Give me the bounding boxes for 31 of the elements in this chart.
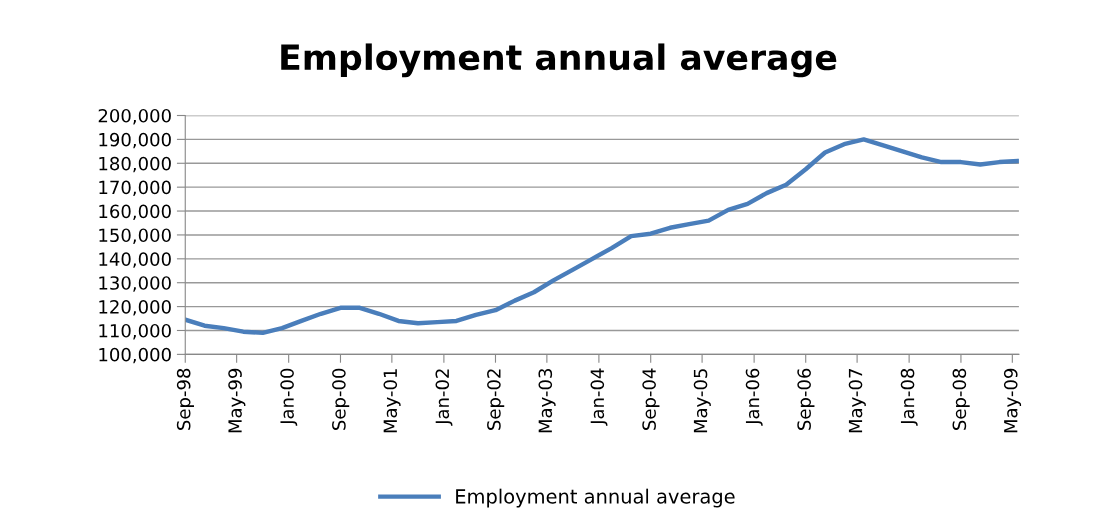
- y-tick-label: 180,000: [99, 156, 171, 173]
- y-tick-label: 120,000: [99, 300, 171, 316]
- x-tick-label: Jan-04: [590, 368, 608, 426]
- y-tick-label: 100,000: [99, 347, 171, 364]
- x-tick-label: Jan-00: [280, 368, 298, 426]
- x-tick-label: Sep-04: [642, 368, 660, 430]
- y-tick-label: 130,000: [99, 276, 171, 292]
- x-tick-label: Sep-06: [797, 368, 815, 430]
- chart-title: Employment annual average: [281, 43, 837, 78]
- x-tick-label: Jan-02: [435, 369, 453, 426]
- x-tick-label: May-03: [538, 369, 556, 433]
- legend-label: Employment annual average: [456, 488, 735, 508]
- x-tick-label: Sep-08: [952, 368, 970, 430]
- x-tick-label: Sep-02: [487, 369, 505, 430]
- x-tick-label: May-01: [383, 369, 401, 433]
- x-tick-label: Sep-00: [332, 368, 350, 430]
- x-tick-label: Jan-06: [745, 368, 763, 426]
- line-series: [185, 137, 1019, 336]
- x-tick-label: May-09: [1003, 368, 1022, 433]
- x-tick-label: Jan-08: [900, 368, 918, 426]
- x-tick-label: Sep-98: [176, 368, 194, 430]
- y-tick-label: 160,000: [99, 204, 171, 221]
- y-tick-label: 110,000: [99, 323, 171, 340]
- x-tick-label: May-07: [848, 369, 866, 433]
- x-tick-label: May-05: [693, 369, 711, 433]
- y-tick-label: 150,000: [99, 228, 171, 244]
- y-tick-label: 170,000: [99, 180, 171, 197]
- y-tick-label: 200,000: [98, 108, 171, 125]
- y-tick-label: 190,000: [99, 132, 171, 149]
- y-tick-label: 140,000: [99, 252, 171, 268]
- x-tick-label: May-99: [228, 368, 246, 433]
